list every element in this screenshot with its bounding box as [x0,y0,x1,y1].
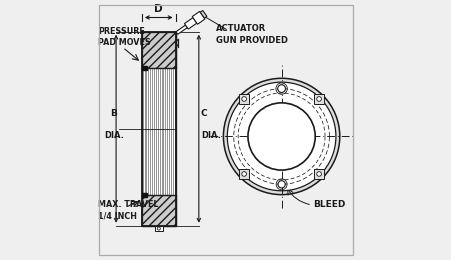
Bar [142,193,146,197]
Bar [155,226,162,231]
Bar [142,195,175,226]
Text: DIA.: DIA. [104,131,124,140]
Text: DIA.: DIA. [201,131,220,140]
Circle shape [223,78,339,195]
Circle shape [277,181,285,188]
Bar [239,94,249,104]
Bar [313,169,323,179]
Text: ACTUATOR
GUN PROVIDED: ACTUATOR GUN PROVIDED [215,24,287,45]
Circle shape [241,97,246,101]
Bar [239,169,249,179]
Polygon shape [192,11,204,24]
Text: PRESSURE
PAD MOVES: PRESSURE PAD MOVES [98,27,150,47]
Bar [142,32,175,68]
Text: MAX. TRAVEL
1/4 INCH: MAX. TRAVEL 1/4 INCH [98,200,158,221]
Circle shape [248,103,314,170]
Circle shape [277,85,285,93]
Bar [142,32,175,226]
Polygon shape [175,25,187,34]
Text: C: C [201,109,207,118]
Bar [313,94,323,104]
Circle shape [316,172,321,176]
Polygon shape [184,18,196,29]
Circle shape [227,82,335,191]
Text: D: D [154,4,163,14]
Circle shape [316,97,321,101]
Bar [142,66,146,70]
Text: B: B [110,109,117,118]
Text: BLEED: BLEED [312,200,344,210]
Polygon shape [200,10,207,18]
Circle shape [241,172,246,176]
